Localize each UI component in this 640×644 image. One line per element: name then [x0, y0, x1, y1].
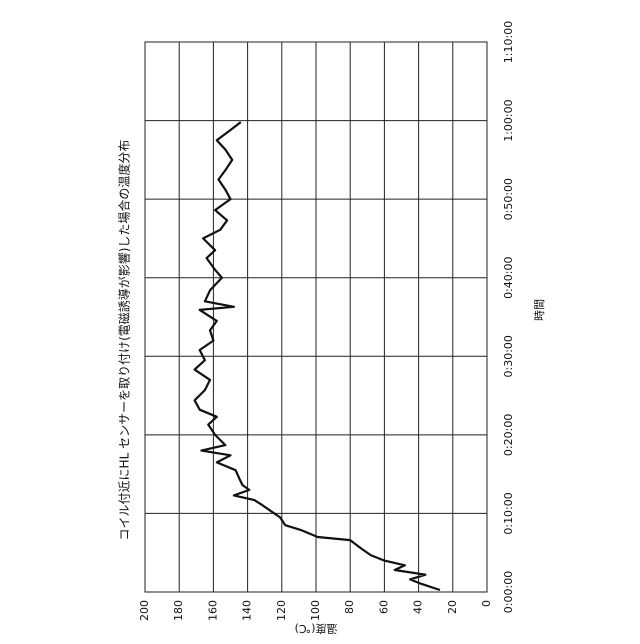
x-tick-label: 0:00:00 [502, 571, 515, 613]
y-tick-label: 0 [480, 600, 493, 607]
chart: コイル付近にHL センサーを取り付け(電磁誘導が影響)した場合の温度分布 時間 … [0, 0, 640, 640]
y-tick-label: 60 [377, 600, 390, 614]
y-tick-label: 140 [241, 600, 254, 621]
y-tick-label: 20 [446, 600, 459, 614]
chart-title: コイル付近にHL センサーを取り付け(電磁誘導が影響)した場合の温度分布 [117, 140, 132, 541]
rotated-chart: コイル付近にHL センサーを取り付け(電磁誘導が影響)した場合の温度分布 時間 … [117, 21, 547, 636]
y-tick-label: 40 [412, 600, 425, 614]
y-axis-title: 温度(℃) [295, 622, 338, 636]
x-tick-label: 0:10:00 [502, 492, 515, 534]
x-tick-label: 0:30:00 [502, 335, 515, 377]
x-tick-label: 0:50:00 [502, 178, 515, 220]
y-tick-label: 80 [343, 600, 356, 614]
y-tick-label: 160 [206, 600, 219, 621]
x-tick-label: 0:40:00 [502, 257, 515, 299]
x-tick-label: 0:20:00 [502, 414, 515, 456]
x-tick-label: 1:10:00 [502, 21, 515, 63]
y-tick-label: 100 [309, 600, 322, 621]
y-tick-label: 120 [275, 600, 288, 621]
y-tick-label: 180 [172, 600, 185, 621]
y-tick-label: 200 [138, 600, 151, 621]
x-axis-title: 時間 [533, 299, 546, 321]
x-tick-label: 1:00:00 [502, 99, 515, 141]
